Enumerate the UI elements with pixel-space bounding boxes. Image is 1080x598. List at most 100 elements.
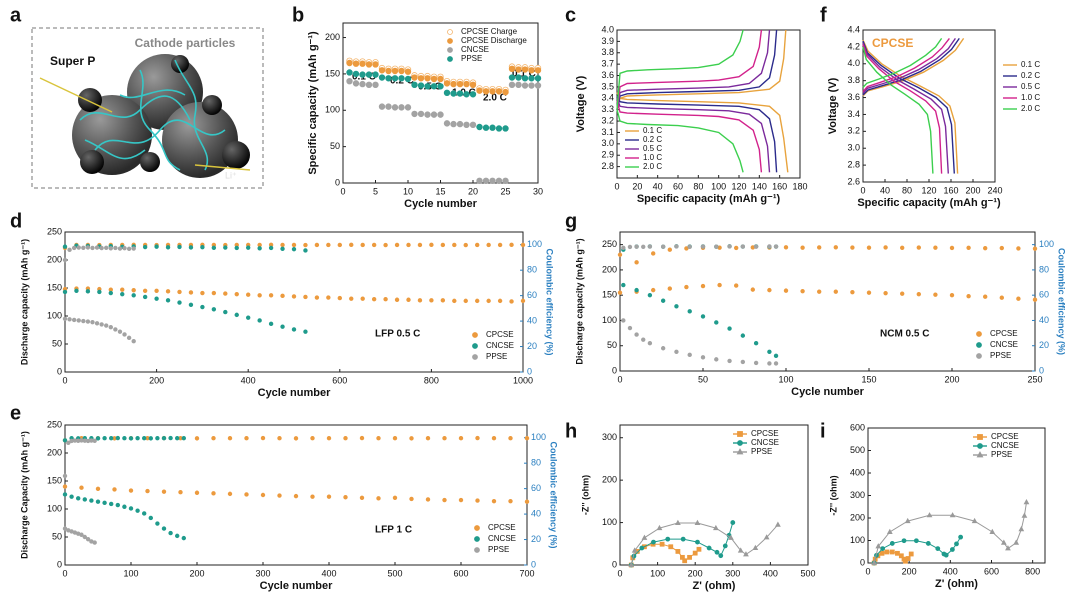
- x-tick-label: 240: [987, 185, 1002, 195]
- y2-tick-label: 80: [527, 265, 537, 275]
- marker: [398, 75, 405, 82]
- marker: [495, 125, 503, 132]
- x-tick-label: 0: [865, 566, 870, 576]
- marker: [293, 436, 299, 441]
- marker: [889, 549, 895, 555]
- legend-marker: [977, 434, 983, 440]
- marker: [372, 71, 379, 78]
- marker: [178, 490, 183, 495]
- marker: [352, 70, 360, 78]
- x-tick-label: 600: [984, 566, 999, 576]
- legend-label: CPCSE: [486, 330, 514, 339]
- marker: [104, 323, 109, 328]
- fibers: [79, 59, 226, 171]
- marker: [62, 257, 68, 263]
- marker: [817, 245, 822, 250]
- legend-label: 1.0 C: [1021, 93, 1040, 102]
- panel-label: b: [292, 4, 304, 26]
- marker: [475, 242, 480, 248]
- marker: [244, 436, 249, 441]
- pointer: [39, 77, 113, 113]
- marker: [916, 245, 921, 250]
- legend-marker: [472, 354, 478, 360]
- y-tick-label: 200: [850, 512, 865, 522]
- x-axis-label: Cycle number: [260, 580, 333, 592]
- x-tick-label: 200: [149, 375, 164, 385]
- marker: [883, 290, 888, 296]
- marker: [365, 61, 373, 68]
- legend-label: 2.0 C: [1021, 104, 1040, 113]
- y-axis-label: Voltage (V): [575, 75, 587, 132]
- marker: [497, 298, 503, 304]
- legend-marker: [472, 343, 478, 349]
- y-tick-label: 300: [602, 432, 617, 442]
- marker: [700, 355, 706, 360]
- legend-marker: [976, 342, 982, 348]
- marker: [115, 435, 120, 441]
- marker: [495, 88, 503, 95]
- marker: [108, 290, 113, 296]
- x-tick-label: 100: [778, 374, 793, 384]
- x-axis-label: Z' (ohm): [693, 580, 736, 592]
- marker: [491, 498, 497, 504]
- marker: [234, 312, 239, 318]
- legend-label: CPCSE: [751, 429, 779, 438]
- marker: [85, 319, 91, 324]
- marker: [875, 543, 882, 549]
- marker: [775, 521, 781, 527]
- marker: [1021, 512, 1028, 518]
- x-tick-label: 5: [373, 186, 378, 196]
- y-axis-label: -Z'' (ohm): [580, 475, 590, 515]
- y-tick-label: 3.0: [847, 143, 860, 153]
- marker: [71, 245, 77, 251]
- marker: [740, 359, 746, 365]
- marker: [62, 316, 68, 321]
- frame: [31, 27, 264, 189]
- legend-marker: [737, 440, 743, 446]
- legend-label: CNCSE: [990, 340, 1018, 349]
- marker: [521, 66, 529, 73]
- x-tick-label: 200: [965, 185, 980, 195]
- marker: [534, 75, 542, 82]
- marker: [489, 124, 496, 131]
- marker: [639, 545, 645, 551]
- marker: [360, 296, 365, 301]
- annotation: LFP 1 C: [375, 525, 412, 536]
- marker: [90, 319, 95, 325]
- y-tick-label: 600: [850, 422, 865, 432]
- marker: [113, 327, 118, 332]
- marker: [314, 242, 320, 248]
- marker: [889, 541, 895, 546]
- y-tick-label: 100: [850, 535, 865, 545]
- marker: [773, 361, 779, 366]
- annotation: 0.1 C: [512, 69, 536, 80]
- y2-tick-label: 0: [1039, 365, 1044, 375]
- legend-marker: [474, 536, 480, 542]
- legend-marker: [736, 448, 744, 455]
- marker: [452, 242, 457, 248]
- marker: [346, 77, 353, 85]
- y-tick-label: 3.0: [601, 138, 614, 148]
- y2-axis-label: Coulombic efficiency (%): [549, 441, 559, 548]
- marker: [926, 512, 933, 518]
- legend-label: 0.5 C: [643, 144, 662, 153]
- y2-tick-label: 0: [527, 366, 532, 376]
- marker: [115, 502, 120, 508]
- marker: [94, 321, 100, 326]
- marker: [268, 293, 274, 298]
- y-tick-label: 3.2: [847, 126, 860, 136]
- marker: [260, 435, 266, 441]
- x-axis-label: Specific capacity (mAh g⁻¹): [857, 197, 1001, 209]
- marker: [398, 67, 405, 75]
- y-tick-label: 3.4: [601, 93, 614, 103]
- marker: [737, 547, 744, 553]
- marker: [181, 436, 186, 441]
- marker: [154, 296, 159, 301]
- marker: [280, 242, 285, 248]
- marker: [131, 288, 136, 293]
- marker: [763, 534, 770, 540]
- marker: [714, 320, 719, 325]
- curve: [616, 109, 744, 173]
- y-tick-label: 3.5: [601, 81, 614, 91]
- marker: [502, 88, 509, 96]
